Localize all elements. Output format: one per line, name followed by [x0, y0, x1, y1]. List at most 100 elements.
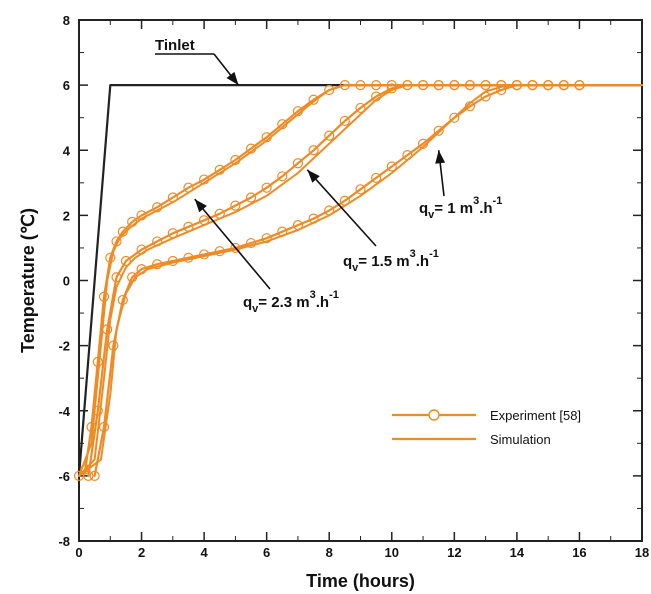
data-point	[214, 164, 225, 175]
legend: Experiment [58] Simulation	[392, 408, 581, 447]
data-point	[120, 255, 132, 267]
x-axis-title: Time (hours)	[306, 571, 415, 591]
flow-annotation-2-part: v	[252, 303, 259, 315]
flow-annotation-0-part: q	[419, 200, 428, 217]
data-point	[417, 80, 429, 91]
data-point	[127, 272, 138, 283]
y-tick-label: 0	[63, 274, 70, 289]
data-point	[292, 106, 304, 117]
data-point	[433, 125, 444, 136]
data-point	[308, 213, 319, 224]
data-point	[183, 221, 194, 232]
x-tick-label: 4	[200, 545, 208, 560]
flow-annotation-2-part: = 2.3 m	[258, 294, 309, 311]
y-tick-label: 2	[63, 208, 70, 223]
data-point	[89, 470, 100, 481]
plot-border	[78, 19, 643, 542]
x-tick-label: 16	[572, 545, 586, 560]
flow-annotation-2-part: -1	[329, 289, 339, 301]
data-point	[136, 264, 147, 275]
data-point	[574, 80, 585, 91]
data-point	[214, 208, 225, 219]
flow-annotation-1-part: q	[343, 253, 352, 270]
data-point	[167, 192, 178, 203]
data-point	[386, 161, 397, 172]
data-point	[496, 84, 507, 96]
x-tick-label: 0	[75, 545, 82, 560]
data-point	[417, 138, 429, 149]
y-axis-title: Temperature (℃)	[18, 208, 38, 353]
data-point	[167, 255, 178, 267]
data-point	[449, 112, 460, 123]
data-point	[402, 80, 413, 91]
y-tick-label: -2	[58, 339, 70, 354]
data-point	[111, 272, 122, 283]
data-point	[152, 259, 163, 270]
data-point	[136, 244, 147, 255]
data-point	[527, 80, 538, 91]
data-point	[277, 119, 288, 130]
flow-annotation-0-part: = 1 m	[434, 200, 473, 217]
x-tick-label: 2	[138, 545, 145, 560]
flow-arrow-0-head	[435, 150, 446, 164]
data-point	[92, 405, 103, 416]
data-point	[214, 246, 225, 257]
y-tick-label: 6	[63, 78, 70, 93]
data-point	[199, 215, 210, 226]
data-point	[105, 252, 116, 263]
data-point	[261, 233, 272, 244]
series-layer	[73, 80, 644, 481]
tinlet-label: Tinlet	[155, 37, 195, 54]
data-point	[127, 216, 138, 227]
data-point	[117, 226, 128, 237]
data-point	[324, 130, 335, 141]
data-point	[308, 94, 319, 105]
x-tick-label: 12	[447, 545, 461, 560]
data-point	[402, 150, 413, 161]
data-point	[324, 84, 335, 96]
plot-frame	[78, 19, 643, 542]
data-point	[355, 102, 366, 114]
x-tick-label: 18	[635, 545, 649, 560]
x-tick-label: 6	[263, 545, 270, 560]
data-point	[245, 192, 257, 203]
data-point	[386, 83, 397, 94]
flow-annotation-1-part: = 1.5 m	[358, 253, 409, 270]
flow-arrow-1-shaft	[306, 169, 377, 247]
data-point	[371, 172, 382, 184]
series-line-6	[93, 83, 581, 477]
data-point	[355, 80, 366, 91]
flow-annotation-1-part: .h	[416, 253, 429, 270]
x-tick-label: 8	[326, 545, 333, 560]
data-point	[167, 228, 178, 239]
flow-annotation-2-part: q	[243, 294, 252, 311]
data-point	[199, 249, 210, 260]
x-tick-label: 10	[385, 545, 399, 560]
data-point	[245, 237, 257, 249]
data-point	[261, 132, 272, 143]
data-point	[464, 80, 476, 91]
flow-annotation-2-part: 3	[310, 289, 316, 301]
legend-label: Experiment [58]	[490, 408, 581, 423]
flow-annotation-1-label: qv= 1.5 m3.h-1	[343, 248, 439, 274]
axis-ticks: 0 2 4 6 8 10 12 14 16 18 -8 -6 -4 -2 0 2 4 6 8	[58, 13, 649, 560]
data-point	[355, 184, 366, 195]
flow-annotation-0-part: v	[428, 209, 435, 221]
data-point	[230, 200, 241, 211]
flow-annotation-2-label: qv= 2.3 m3.h-1	[243, 289, 339, 315]
flow-arrow-1-head	[307, 169, 320, 183]
flow-annotation-1-part: 3	[410, 248, 416, 260]
flow-arrow-2-shaft	[194, 198, 271, 290]
flow-annotation-2-part: .h	[316, 294, 329, 311]
data-point	[108, 340, 119, 351]
data-point	[277, 171, 288, 182]
x-tick-label: 14	[510, 545, 525, 560]
data-point	[480, 91, 491, 102]
data-point	[449, 80, 460, 91]
data-point	[433, 80, 444, 91]
flow-annotation-1-part: -1	[429, 248, 439, 260]
flow-arrow-2-head	[194, 199, 207, 213]
data-point	[98, 421, 110, 433]
y-tick-label: -6	[58, 469, 70, 484]
